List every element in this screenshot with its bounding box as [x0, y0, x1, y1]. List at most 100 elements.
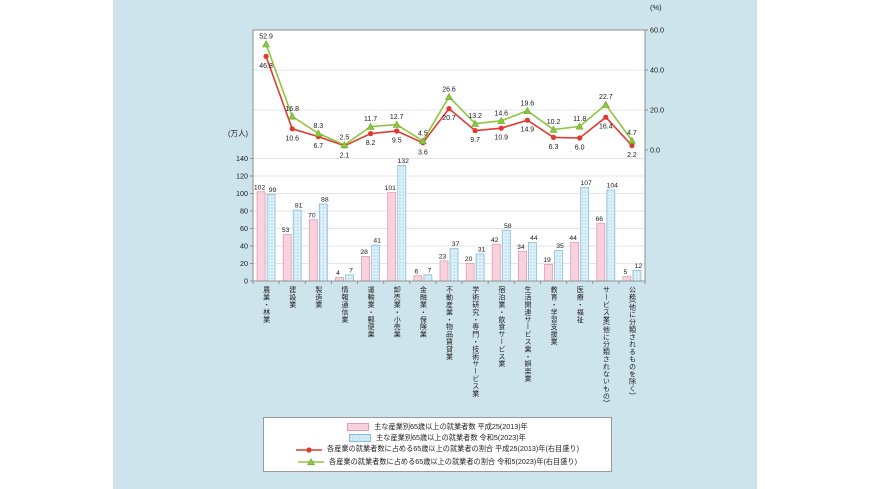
bar-2013 — [544, 263, 553, 282]
right-axis-tick-label: 60.0 — [650, 25, 664, 34]
marker-triangle-2023 — [523, 106, 532, 114]
category-label-text: 農業・林業 — [262, 286, 270, 323]
line-value-label: 10.6 — [285, 135, 299, 142]
category-label-text: 金融業・保険業 — [419, 286, 427, 338]
bar-value-label: 31 — [478, 246, 486, 253]
line-value-label: 2.1 — [340, 152, 350, 159]
left-axis-tick-label: 40 — [240, 241, 248, 250]
bar-2023 — [501, 229, 511, 282]
marker-circle-2013 — [550, 134, 557, 140]
bar-value-label: 28 — [360, 249, 368, 256]
bar-2013 — [361, 256, 371, 282]
bar-value-label: 44 — [569, 235, 577, 242]
line-value-label: 2.5 — [340, 135, 350, 142]
line-value-label: 13.2 — [468, 113, 482, 120]
legend-label: 各産業の就業者数に占める65歳以上の就業者の割合 平成25(2013)年(右目盛… — [327, 444, 579, 454]
right-axis-unit-label: (%) — [650, 3, 662, 12]
line-value-label: 10.2 — [547, 119, 561, 126]
right-axis-tick-label: 40.0 — [650, 65, 664, 74]
line-value-label: 46.8 — [259, 63, 273, 70]
category-axis: 農業・林業 建設業 製造業 情報通信業 運輸業・郵便業 卸売業・小売業 金融業・保険業 不動産… — [253, 286, 645, 416]
category-label: 運輸業・郵便業 — [358, 286, 384, 416]
line-value-label: 6.3 — [549, 144, 559, 151]
legend-item: 各産業の就業者数に占める65歳以上の就業者の割合 平成25(2013)年(右目盛… — [270, 445, 605, 455]
marker-circle-2013 — [577, 135, 583, 141]
category-label-text: サービス業(他に分類されないもの) — [602, 286, 610, 403]
bar-value-label: 99 — [269, 187, 277, 194]
category-label-text: 生活関連サービス業・娯楽業 — [523, 286, 531, 383]
legend-item: 各産業の就業者数に占める65歳以上の就業者の割合 令和5(2023)年(右目盛り… — [270, 457, 605, 467]
legend-label: 各産業の就業者数に占める65歳以上の就業者の割合 令和5(2023)年(右目盛り… — [329, 456, 577, 466]
bar-value-label: 6 — [414, 268, 418, 275]
line-value-label: 9.7 — [470, 137, 480, 144]
line-value-label: 22.7 — [599, 94, 613, 101]
marker-triangle-2023 — [445, 92, 453, 100]
left-axis-unit-label: (万人) — [228, 129, 248, 138]
marker-triangle-2023 — [288, 112, 297, 120]
bar-value-label: 101 — [385, 185, 397, 192]
legend-label: 主な産業別65歳以上の就業者数 平成25(2013)年 — [374, 422, 528, 431]
line-value-label: 11.7 — [364, 116, 377, 123]
bar-2013 — [387, 192, 397, 282]
line-value-label: 52.9 — [259, 34, 273, 41]
bar-2013 — [518, 250, 527, 282]
category-label: サービス業(他に分類されないもの) — [593, 286, 619, 416]
marker-triangle-2023 — [497, 116, 506, 124]
category-label-text: 学術研究・専門・技術サービス業 — [471, 286, 479, 397]
bar-2013 — [491, 243, 501, 282]
bar-value-label: 7 — [349, 267, 353, 274]
category-label: 建設業 — [279, 286, 305, 416]
marker-circle-2013 — [394, 128, 400, 134]
marker-triangle-2023 — [471, 119, 480, 127]
bar-value-label: 58 — [504, 223, 512, 230]
bar-value-label: 102 — [254, 184, 266, 191]
legend-swatch-bar-2023 — [349, 433, 372, 442]
bar-2023 — [580, 186, 590, 282]
line-value-label: 16.8 — [285, 106, 299, 113]
marker-circle-2013 — [263, 53, 269, 60]
category-label: 卸売業・小売業 — [384, 286, 410, 416]
line-value-label: 3.6 — [418, 149, 428, 156]
plot-area — [253, 30, 645, 281]
category-label: 製造業 — [305, 286, 331, 416]
left-axis-tick-label: 120 — [236, 171, 248, 180]
plot-frame — [252, 29, 646, 282]
bar-value-label: 5 — [624, 269, 628, 276]
bar-value-label: 42 — [491, 237, 499, 244]
category-label: 不動産業・物品賃貸業 — [436, 286, 462, 416]
bar-value-label: 104 — [607, 183, 619, 190]
line-value-label: 19.6 — [521, 100, 535, 107]
category-label: 学術研究・専門・技術サービス業 — [462, 286, 488, 416]
category-label: 農業・林業 — [253, 286, 279, 416]
marker-triangle-2023 — [575, 122, 584, 130]
category-label-text: 不動産業・物品賃貸業 — [445, 286, 453, 360]
bar-value-label: 132 — [398, 158, 410, 165]
line-value-label: 8.2 — [366, 140, 376, 147]
category-label: 公務(他に分類されるものを除く) — [619, 286, 645, 416]
marker-circle-2013 — [368, 131, 374, 137]
left-axis-tick-label: 80 — [240, 206, 248, 215]
bar-2023 — [318, 203, 328, 282]
bar-value-label: 53 — [282, 227, 290, 234]
category-label: 医療・福祉 — [567, 286, 593, 416]
category-label-text: 製造業 — [314, 286, 322, 309]
bar-2023 — [554, 249, 563, 282]
bar-2023 — [345, 274, 354, 282]
legend-swatch-line-2013 — [296, 446, 322, 453]
bar-2023 — [632, 270, 642, 282]
left-axis-tick-label: 0 — [244, 276, 248, 285]
line-value-label: 20.7 — [442, 115, 456, 122]
bar-value-label: 37 — [452, 241, 460, 248]
bar-value-label: 12 — [635, 263, 643, 270]
line-value-label: 14.9 — [521, 127, 535, 134]
left-axis-tick-label: 20 — [240, 259, 248, 268]
marker-circle-2013 — [603, 114, 609, 120]
legend-swatch-bar-2013 — [347, 423, 370, 432]
category-label: 情報通信業 — [331, 286, 357, 416]
line-value-label: 10.9 — [494, 135, 508, 142]
bar-value-label: 44 — [530, 235, 538, 242]
marker-triangle-2023 — [366, 122, 375, 130]
line-value-label: 4.5 — [418, 131, 428, 138]
bar-2013 — [622, 276, 632, 282]
